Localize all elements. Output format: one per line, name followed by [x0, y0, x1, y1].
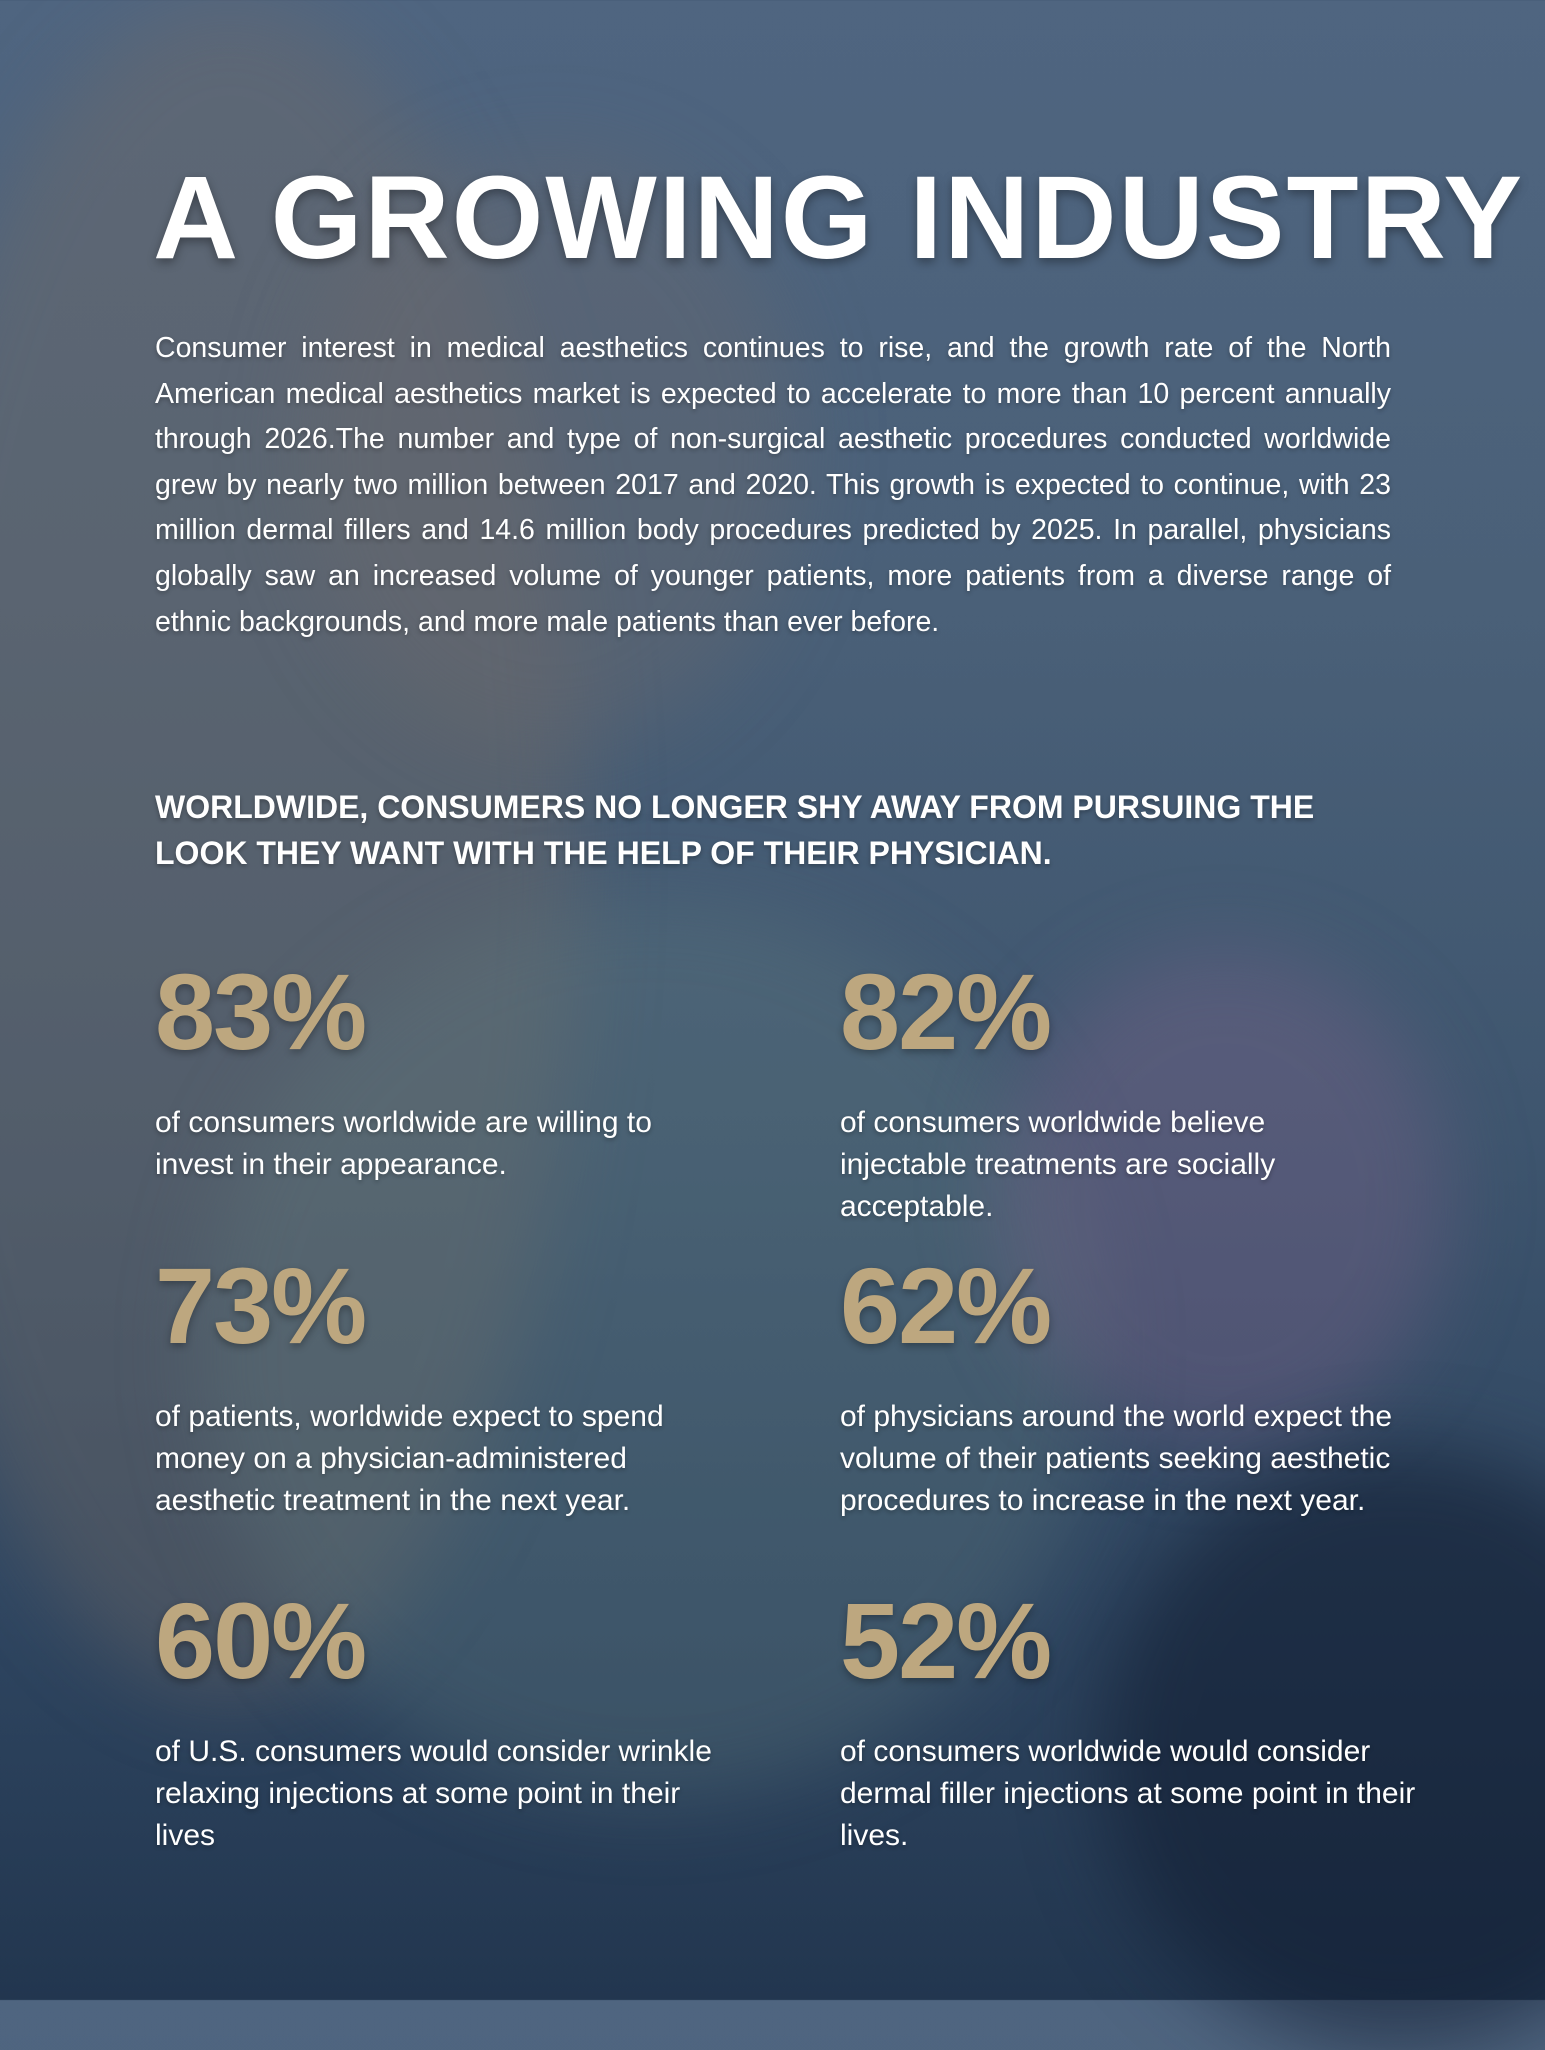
stat-value: 62%	[840, 1245, 1052, 1366]
stat-block: 52% of consumers worldwide would conside…	[840, 1587, 1450, 1857]
stat-value: 60%	[155, 1580, 367, 1701]
stat-value: 82%	[840, 951, 1052, 1072]
stat-value: 73%	[155, 1245, 367, 1366]
stat-block: 82% of consumers worldwide believe injec…	[840, 958, 1360, 1228]
stat-block: 73% of patients, worldwide expect to spe…	[155, 1252, 755, 1522]
page-title: A GROWING INDUSTRY	[153, 152, 1525, 284]
stat-value: 52%	[840, 1580, 1052, 1701]
stat-block: 83% of consumers worldwide are willing t…	[155, 958, 715, 1186]
stat-description: of U.S. consumers would consider wrinkle…	[155, 1735, 712, 1852]
stat-description: of consumers worldwide believe injectabl…	[840, 1106, 1276, 1223]
stat-description: of consumers worldwide are willing to in…	[155, 1106, 652, 1181]
subheading: WORLDWIDE, CONSUMERS NO LONGER SHY AWAY …	[155, 789, 1315, 871]
stat-block: 62% of physicians around the world expec…	[840, 1252, 1480, 1522]
stat-description: of consumers worldwide would consider de…	[840, 1735, 1416, 1852]
stat-block: 60% of U.S. consumers would consider wri…	[155, 1587, 715, 1857]
stat-value: 83%	[155, 951, 367, 1072]
stat-description: of physicians around the world expect th…	[840, 1400, 1392, 1517]
stat-description: of patients, worldwide expect to spend m…	[155, 1400, 664, 1517]
intro-paragraph: Consumer interest in medical aesthetics …	[155, 332, 1391, 638]
